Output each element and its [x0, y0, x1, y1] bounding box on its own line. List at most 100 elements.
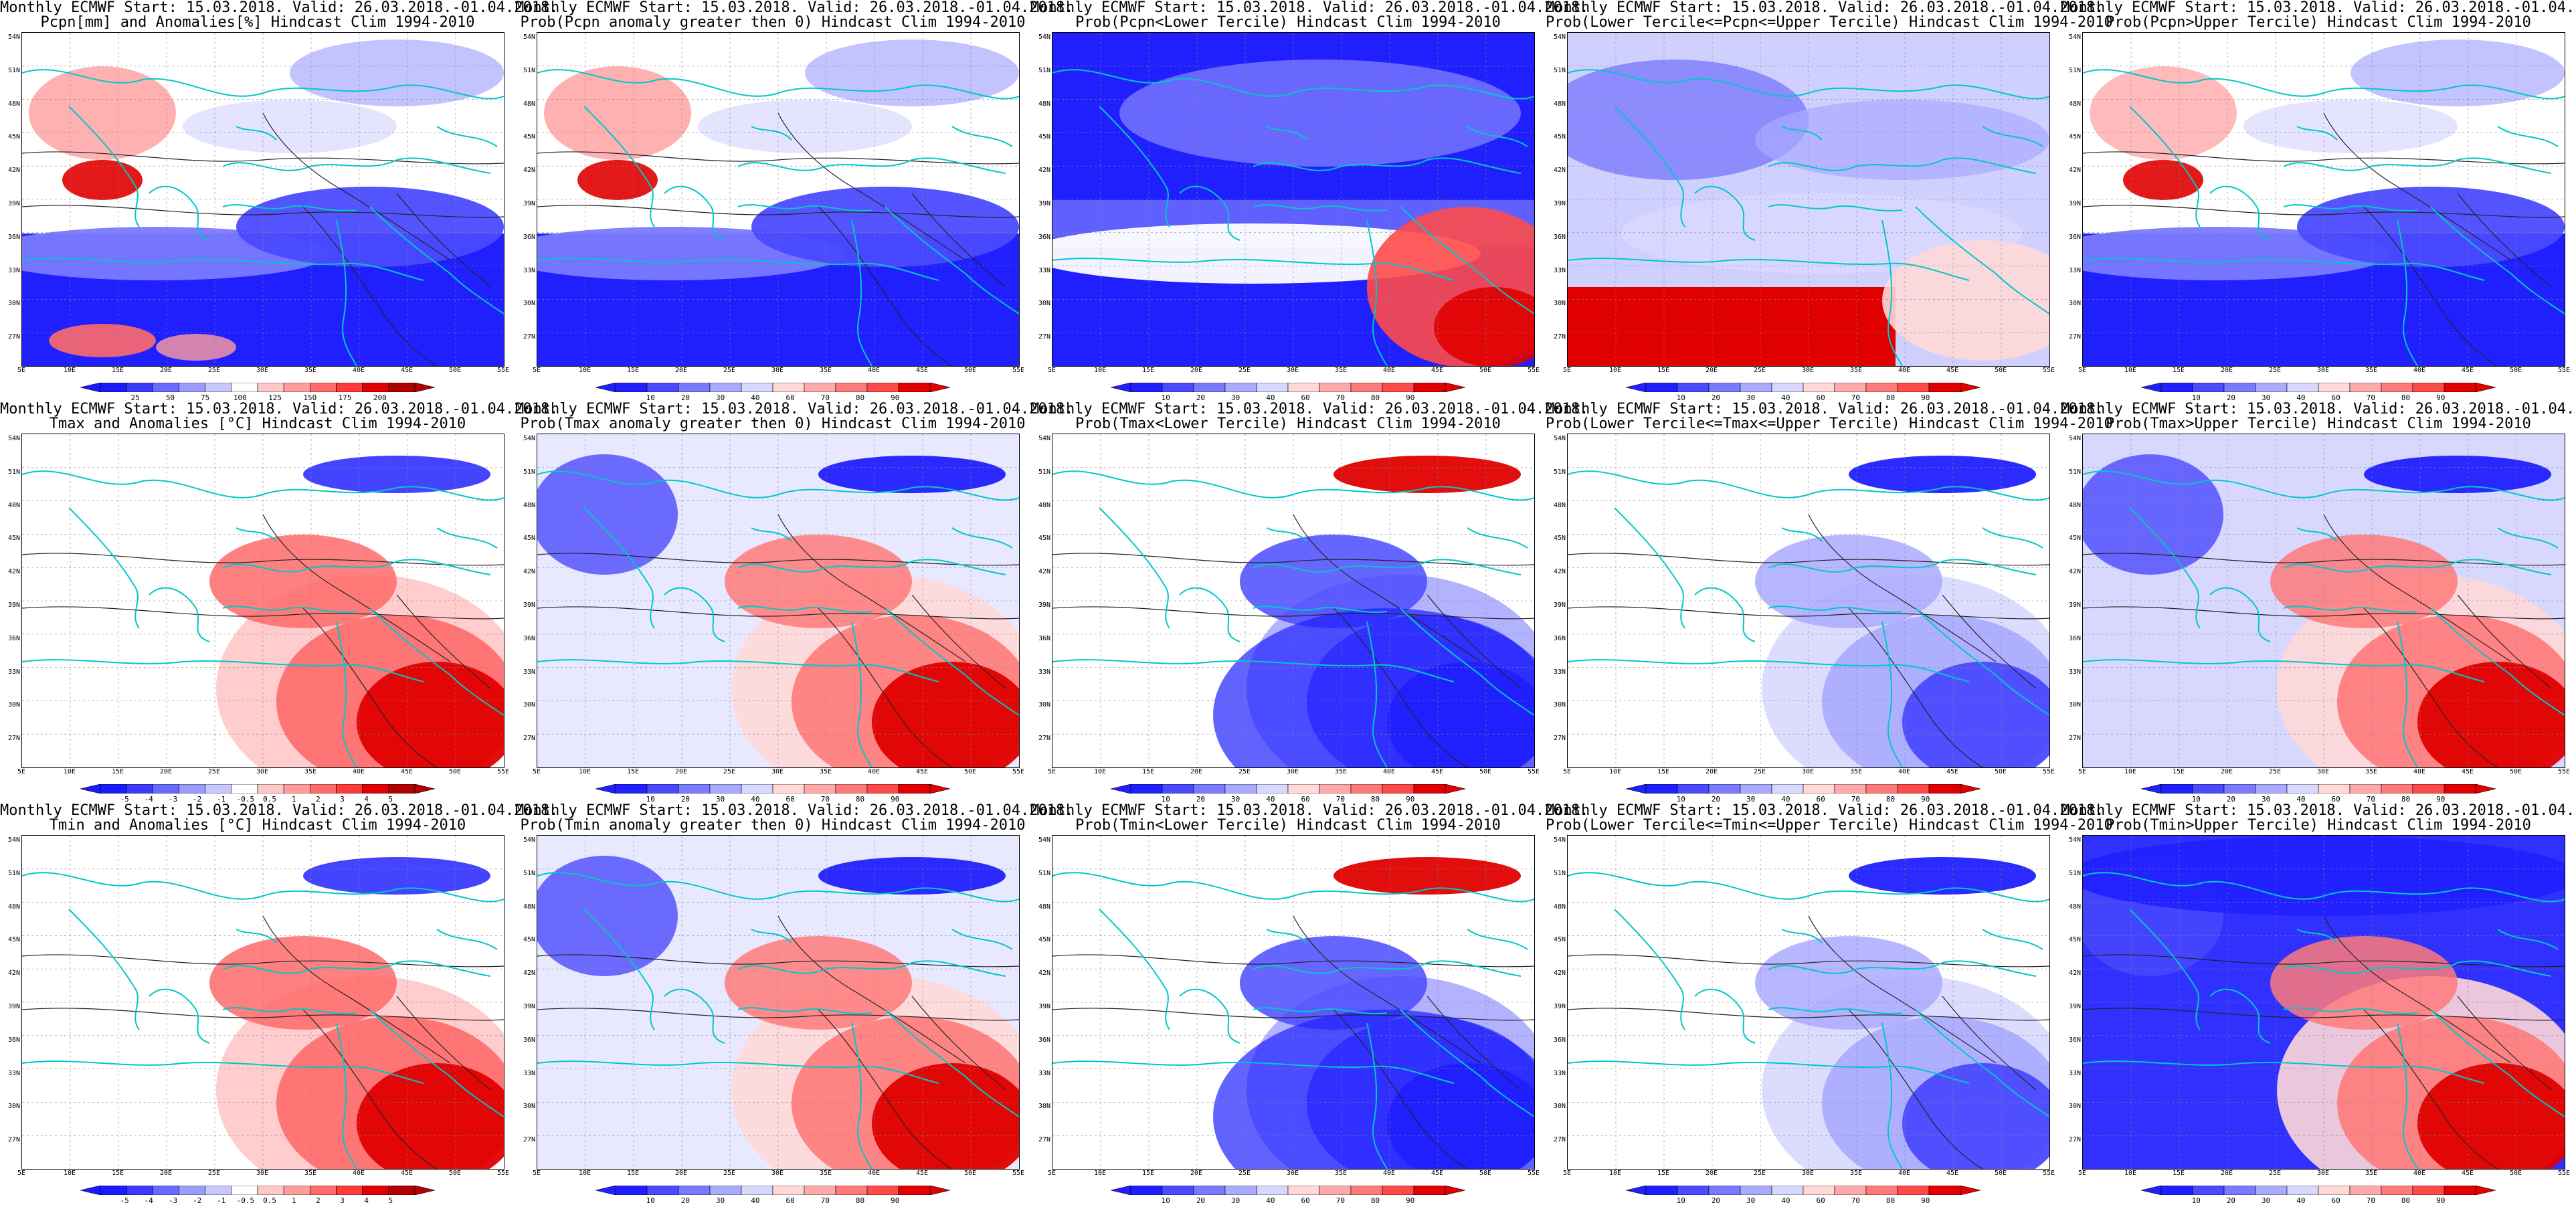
colorbar-tick-label: 10 — [1676, 1196, 1685, 1205]
latitude-label: 45N — [2068, 535, 2081, 543]
latitude-label: 45N — [1038, 535, 1050, 543]
longitude-label: 40E — [867, 768, 881, 775]
colorbar-tick-label: 5 — [388, 795, 393, 804]
latitude-label: 51N — [2068, 468, 2081, 476]
colorbar-tick-label: 80 — [1370, 393, 1380, 402]
latitude-label: 39N — [7, 1003, 20, 1010]
colorbar-tick-label: 150 — [303, 393, 317, 402]
latitude-label: 27N — [523, 735, 535, 743]
forecast-map — [1567, 835, 2050, 1170]
latitude-label: 30N — [523, 1103, 535, 1111]
longitude-label: 25E — [723, 768, 736, 775]
longitude-label: 30E — [256, 1170, 269, 1177]
latitude-label: 36N — [2068, 634, 2081, 642]
longitude-label: 10E — [1093, 1170, 1107, 1177]
latitude-label: 51N — [523, 869, 535, 877]
latitude-label: 39N — [1038, 200, 1050, 207]
colorbar-tick-label: 90 — [2436, 393, 2446, 402]
longitude-label: 5E — [532, 768, 541, 775]
longitude-label: 25E — [1238, 367, 1251, 374]
colorbar-tick-label: 30 — [2262, 795, 2271, 804]
colorbar-tick-label: 20 — [2226, 393, 2236, 402]
longitude-label: 40E — [1382, 768, 1396, 775]
colorbar-tick-label: 10 — [1676, 393, 1685, 402]
colorbar-tick-label: 70 — [820, 393, 830, 402]
latitude-label: 51N — [1038, 869, 1050, 877]
latitude-label: 27N — [523, 1136, 535, 1144]
colorbar — [80, 383, 435, 392]
latitude-label: 42N — [523, 167, 535, 175]
panel-title: Monthly ECMWF Start: 15.03.2018. Valid: … — [2061, 401, 2576, 418]
longitude-label: 30E — [2316, 768, 2330, 775]
longitude-label: 5E — [1047, 367, 1056, 374]
latitude-label: 45N — [2068, 133, 2081, 141]
colorbar-tick-label: 80 — [855, 393, 865, 402]
latitude-label: 45N — [1553, 535, 1566, 543]
longitude-label: 45E — [915, 367, 929, 374]
longitude-label: 50E — [963, 768, 977, 775]
longitude-label: 40E — [352, 367, 365, 374]
colorbar-tick-label: 20 — [1711, 1196, 1721, 1205]
latitude-label: 45N — [1038, 936, 1050, 944]
longitude-label: 5E — [1562, 367, 1572, 374]
longitude-label: 40E — [867, 1170, 881, 1177]
map-field — [2083, 434, 2565, 767]
map-panel: Monthly ECMWF Start: 15.03.2018. Valid: … — [2061, 803, 2576, 1205]
longitude-label: 15E — [626, 768, 640, 775]
map-field — [537, 836, 1019, 1169]
forecast-map — [537, 835, 1020, 1170]
map-panel: Monthly ECMWF Start: 15.03.2018. Valid: … — [1030, 401, 1588, 804]
latitude-label: 45N — [7, 535, 20, 543]
longitude-label: 15E — [2172, 1170, 2185, 1177]
colorbar-tick-label: 70 — [2366, 795, 2375, 804]
longitude-label: 45E — [915, 1170, 929, 1177]
latitude-label: 54N — [2068, 435, 2081, 442]
longitude-label: 55E — [2557, 367, 2571, 374]
panel-title: Monthly ECMWF Start: 15.03.2018. Valid: … — [515, 0, 1074, 16]
colorbar-tick-label: 20 — [1196, 1196, 1206, 1205]
longitude-label: 45E — [400, 367, 413, 374]
latitude-label: 30N — [2068, 1103, 2081, 1111]
longitude-label: 45E — [1946, 1170, 1959, 1177]
longitude-label: 35E — [304, 1170, 317, 1177]
latitude-label: 45N — [2068, 936, 2081, 944]
colorbar-tick-label: 80 — [1885, 795, 1896, 804]
colorbar-tick-label: 30 — [1231, 1196, 1240, 1205]
latitude-label: 54N — [7, 836, 20, 844]
longitude-label: 40E — [1382, 367, 1396, 374]
latitude-label: 36N — [1553, 634, 1566, 642]
longitude-label: 15E — [111, 367, 124, 374]
colorbar-tick-label: -5 — [120, 795, 129, 804]
colorbar-tick-label: 60 — [1301, 393, 1310, 402]
latitude-label: 30N — [7, 300, 20, 308]
latitude-label: 42N — [2068, 969, 2081, 978]
forecast-map — [2082, 835, 2565, 1170]
latitude-label: 30N — [1553, 1103, 1566, 1111]
longitude-label: 30E — [1286, 1170, 1299, 1177]
latitude-label: 39N — [2068, 1003, 2081, 1010]
colorbar-tick-label: 30 — [1746, 1196, 1756, 1205]
longitude-label: 45E — [1431, 367, 1444, 374]
colorbar-tick-label: 5 — [388, 1196, 393, 1205]
longitude-label: 55E — [1012, 367, 1025, 374]
latitude-label: 54N — [1038, 435, 1050, 442]
latitude-label: 33N — [523, 1069, 535, 1077]
colorbar-tick-label: 60 — [786, 1196, 795, 1205]
longitude-label: 30E — [1801, 367, 1815, 374]
longitude-label: 45E — [400, 1170, 413, 1177]
longitude-label: 55E — [1527, 367, 1540, 374]
colorbar-tick-label: 80 — [2401, 1196, 2411, 1205]
longitude-label: 35E — [304, 768, 317, 775]
latitude-label: 36N — [1038, 634, 1050, 642]
longitude-label: 15E — [1141, 1170, 1155, 1177]
longitude-label: 5E — [17, 367, 26, 374]
longitude-label: 10E — [1608, 367, 1622, 374]
longitude-label: 50E — [2509, 1170, 2522, 1177]
colorbar — [595, 784, 950, 794]
panel-title: Monthly ECMWF Start: 15.03.2018. Valid: … — [1030, 0, 1589, 16]
colorbar-tick-label: 70 — [820, 795, 830, 804]
longitude-label: 45E — [2461, 1170, 2474, 1177]
colorbar — [1111, 383, 1465, 392]
colorbar-tick-label: -3 — [168, 1196, 178, 1205]
colorbar-tick-label: 200 — [373, 393, 387, 402]
